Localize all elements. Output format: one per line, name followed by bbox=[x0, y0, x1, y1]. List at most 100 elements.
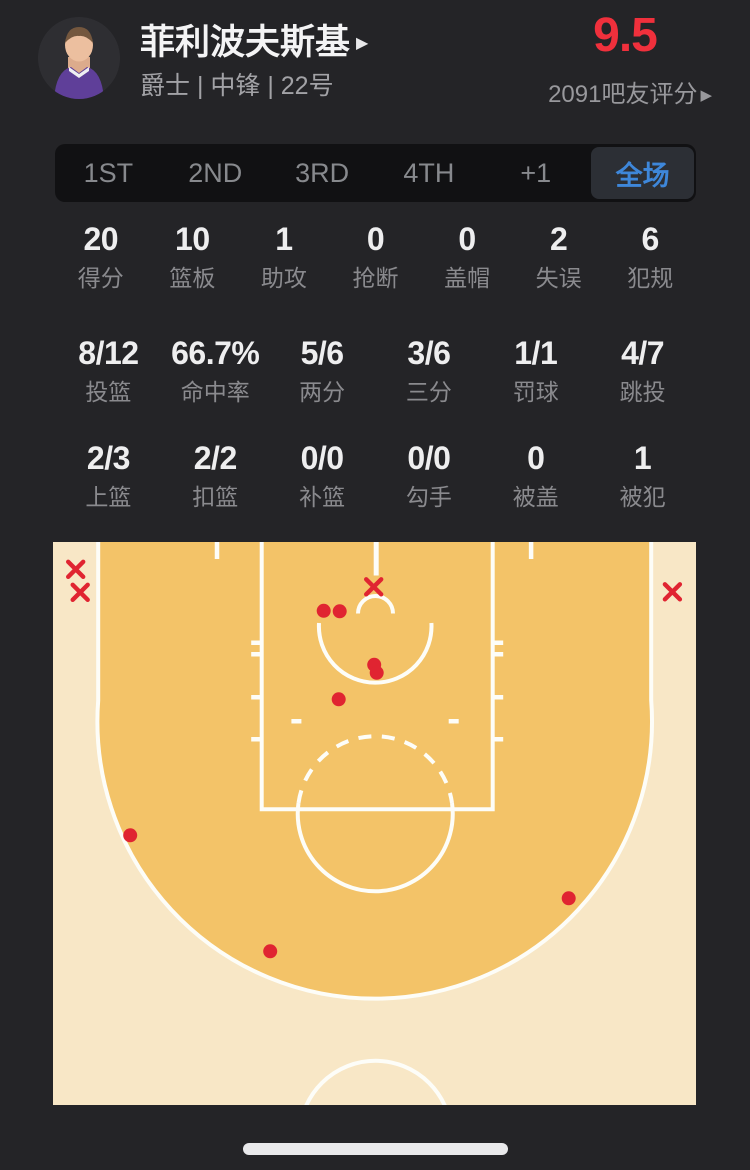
team-info: 爵士 | 中锋 | 22号 bbox=[140, 72, 334, 100]
restricted-area-arc bbox=[316, 622, 434, 685]
stat-value: 5/6 bbox=[300, 335, 344, 371]
made-shot-marker bbox=[332, 604, 347, 619]
stat-label: 上篮 bbox=[85, 484, 132, 510]
missed-shot-marker bbox=[66, 559, 86, 579]
player-avatar-image bbox=[38, 17, 120, 99]
stat-value: 1/1 bbox=[514, 335, 558, 371]
stat-row-basic: 20 得分 10 篮板 1 助攻 0 抢断 0 盖帽 2 失误 6 犯规 bbox=[55, 221, 696, 291]
made-shot-marker bbox=[369, 665, 384, 680]
rating-score: 9.5 bbox=[593, 9, 658, 62]
rim-arc bbox=[356, 594, 395, 614]
stat-value: 20 bbox=[83, 221, 119, 257]
stat-value: 0/0 bbox=[300, 440, 344, 476]
stat-label: 跳投 bbox=[619, 379, 666, 405]
stat-cell-被犯: 1 被犯 bbox=[589, 440, 696, 510]
stat-label: 投篮 bbox=[85, 379, 132, 405]
stat-label: 勾手 bbox=[405, 484, 452, 510]
made-shot-marker bbox=[316, 603, 331, 618]
shot-markers bbox=[66, 559, 683, 959]
stat-label: 抢断 bbox=[352, 265, 399, 291]
stat-row-shooting: 8/12 投篮 66.7% 命中率 5/6 两分 3/6 三分 1/1 罚球 4/7 跳投 bbox=[55, 335, 696, 405]
stat-cell-跳投: 4/7 跳投 bbox=[589, 335, 696, 405]
stat-cell-补篮: 0/0 补篮 bbox=[269, 440, 376, 510]
three-point-line bbox=[95, 542, 654, 1001]
stat-cell-犯规: 6 犯规 bbox=[604, 221, 696, 291]
stat-label: 失误 bbox=[535, 265, 582, 291]
stat-value: 66.7% bbox=[171, 335, 260, 371]
rating-caption-text: 2091吧友评分 bbox=[548, 81, 698, 108]
stat-value: 2/3 bbox=[86, 440, 130, 476]
stat-cell-投篮: 8/12 投篮 bbox=[55, 335, 162, 405]
stat-cell-得分: 20 得分 bbox=[55, 221, 147, 291]
stat-value: 8/12 bbox=[78, 335, 139, 371]
rating-arrow-icon: ▶ bbox=[700, 87, 712, 104]
stat-cell-两分: 5/6 两分 bbox=[269, 335, 376, 405]
shot-chart bbox=[53, 542, 696, 1170]
missed-shot-marker bbox=[364, 577, 384, 597]
tab-4TH[interactable]: 4TH bbox=[403, 157, 455, 188]
stat-cell-助攻: 1 助攻 bbox=[238, 221, 330, 291]
player-header: 菲利波夫斯基 ▶ 爵士 | 中锋 | 22号 9.5 2091吧友评分 ▶ bbox=[0, 0, 750, 130]
home-indicator-bar[interactable] bbox=[243, 1143, 508, 1155]
player-name-block[interactable]: 菲利波夫斯基 ▶ 爵士 | 中锋 | 22号 bbox=[140, 22, 368, 101]
name-arrow-icon: ▶ bbox=[356, 35, 369, 52]
stat-value: 0 bbox=[458, 221, 476, 257]
stat-cell-被盖: 0 被盖 bbox=[482, 440, 589, 510]
stat-value: 4/7 bbox=[621, 335, 665, 371]
free-throw-circle-solid bbox=[295, 802, 455, 894]
stat-label: 补篮 bbox=[299, 484, 346, 510]
stat-label: 罚球 bbox=[512, 379, 559, 405]
stat-label: 命中率 bbox=[180, 379, 250, 405]
made-shot-marker bbox=[123, 828, 138, 843]
missed-shot-marker bbox=[662, 582, 683, 602]
lane-hash-marks bbox=[214, 542, 534, 742]
stat-label: 盖帽 bbox=[444, 265, 491, 291]
stat-label: 两分 bbox=[299, 379, 346, 405]
stat-value: 10 bbox=[175, 221, 210, 257]
stat-value: 1 bbox=[633, 440, 652, 476]
tab-全场[interactable]: 全场 bbox=[591, 147, 694, 199]
stat-label: 被盖 bbox=[512, 484, 559, 510]
stat-value: 3/6 bbox=[407, 335, 451, 371]
stat-value: 2 bbox=[549, 221, 568, 257]
tab-3RD[interactable]: 3RD bbox=[295, 157, 350, 188]
stat-value: 2/2 bbox=[193, 440, 237, 476]
stat-value: 0 bbox=[527, 440, 545, 476]
stat-cell-罚球: 1/1 罚球 bbox=[482, 335, 589, 405]
stat-cell-失误: 2 失误 bbox=[513, 221, 605, 291]
tab-1ST[interactable]: 1ST bbox=[83, 157, 134, 188]
quarter-tabbar: 1ST 2ND 3RD 4TH +1 全场 bbox=[55, 144, 696, 202]
stat-cell-抢断: 0 抢断 bbox=[330, 221, 422, 291]
player-name: 菲利波夫斯基 bbox=[140, 23, 351, 62]
stat-label: 扣篮 bbox=[192, 484, 239, 510]
stat-label: 犯规 bbox=[627, 265, 674, 291]
tab-+1[interactable]: +1 bbox=[520, 157, 552, 188]
stat-cell-扣篮: 2/2 扣篮 bbox=[162, 440, 269, 510]
stat-label: 三分 bbox=[405, 379, 452, 405]
stat-label: 得分 bbox=[77, 265, 124, 291]
free-throw-circle-dashed bbox=[296, 734, 454, 804]
stat-cell-盖帽: 0 盖帽 bbox=[421, 221, 513, 291]
shot-chart-court bbox=[53, 542, 696, 1170]
stat-cell-勾手: 0/0 勾手 bbox=[376, 440, 483, 510]
stat-cell-上篮: 2/3 上篮 bbox=[55, 440, 162, 510]
stat-value: 1 bbox=[275, 221, 293, 257]
court-inside-arc-area bbox=[97, 542, 652, 999]
missed-shot-marker bbox=[70, 582, 90, 602]
paint-lane-lines bbox=[259, 542, 495, 812]
made-shot-marker bbox=[263, 944, 278, 959]
stat-value: 0/0 bbox=[407, 440, 451, 476]
player-avatar[interactable] bbox=[38, 17, 120, 99]
stat-label: 助攻 bbox=[260, 265, 307, 291]
made-shot-marker bbox=[561, 891, 576, 906]
made-shot-marker bbox=[331, 692, 346, 707]
stat-label: 篮板 bbox=[169, 265, 216, 291]
stat-value: 0 bbox=[366, 221, 385, 257]
stat-row-shot-types: 2/3 上篮 2/2 扣篮 0/0 补篮 0/0 勾手 0 被盖 1 被犯 bbox=[55, 440, 696, 510]
tab-2ND[interactable]: 2ND bbox=[188, 157, 243, 188]
rating-caption[interactable]: 2091吧友评分 ▶ bbox=[548, 74, 712, 109]
stat-cell-三分: 3/6 三分 bbox=[376, 335, 483, 405]
stat-label: 被犯 bbox=[619, 484, 666, 510]
stat-cell-命中率: 66.7% 命中率 bbox=[162, 335, 269, 405]
